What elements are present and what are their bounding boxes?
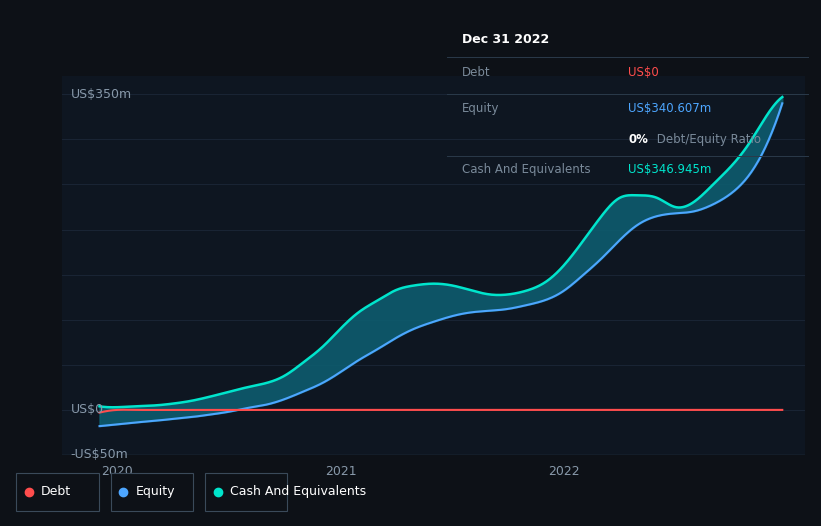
Text: US$350m: US$350m (71, 88, 131, 101)
FancyBboxPatch shape (111, 473, 193, 511)
Text: Cash And Equivalents: Cash And Equivalents (230, 485, 366, 498)
Text: US$0: US$0 (71, 403, 103, 417)
FancyBboxPatch shape (16, 473, 99, 511)
Text: 0%: 0% (628, 134, 648, 146)
Text: Debt: Debt (462, 66, 490, 79)
Text: US$340.607m: US$340.607m (628, 102, 711, 115)
Text: Dec 31 2022: Dec 31 2022 (462, 33, 549, 46)
Text: Equity: Equity (462, 102, 499, 115)
Text: US$0: US$0 (628, 66, 658, 79)
Text: US$346.945m: US$346.945m (628, 163, 712, 176)
Text: -US$50m: -US$50m (71, 449, 128, 461)
Text: Equity: Equity (135, 485, 175, 498)
Text: Cash And Equivalents: Cash And Equivalents (462, 163, 590, 176)
Text: Debt: Debt (41, 485, 71, 498)
FancyBboxPatch shape (205, 473, 287, 511)
Text: Debt/Equity Ratio: Debt/Equity Ratio (654, 134, 761, 146)
